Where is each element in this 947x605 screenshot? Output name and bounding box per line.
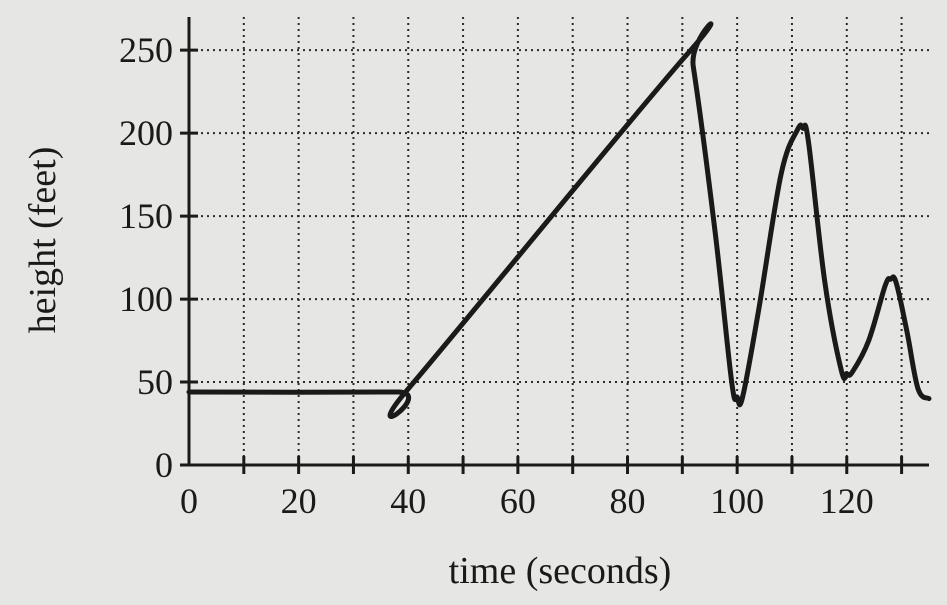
x-tick-label: 80 xyxy=(610,481,646,521)
y-axis-label: height (feet) xyxy=(22,147,64,334)
x-tick-label: 100 xyxy=(710,481,764,521)
x-tick-label: 0 xyxy=(180,481,198,521)
x-tick-label: 60 xyxy=(500,481,536,521)
y-tick-label: 250 xyxy=(119,30,173,70)
x-tick-label: 40 xyxy=(390,481,426,521)
series-layer xyxy=(186,21,932,419)
x-axis-label: time (seconds) xyxy=(449,550,672,592)
y-tick-label: 150 xyxy=(119,196,173,236)
y-tick-label: 50 xyxy=(137,362,173,402)
y-tick-label: 0 xyxy=(155,445,173,485)
height-series-line xyxy=(186,21,932,419)
label-layer: time (seconds) height (feet) xyxy=(22,147,671,592)
y-tick-label: 100 xyxy=(119,279,173,319)
y-tick-label: 200 xyxy=(119,113,173,153)
x-tick-label: 120 xyxy=(820,481,874,521)
axis-layer: 0 20 40 60 80 100 120 0 50 100 150 200 250 xyxy=(119,17,929,521)
x-tick-label: 20 xyxy=(281,481,317,521)
